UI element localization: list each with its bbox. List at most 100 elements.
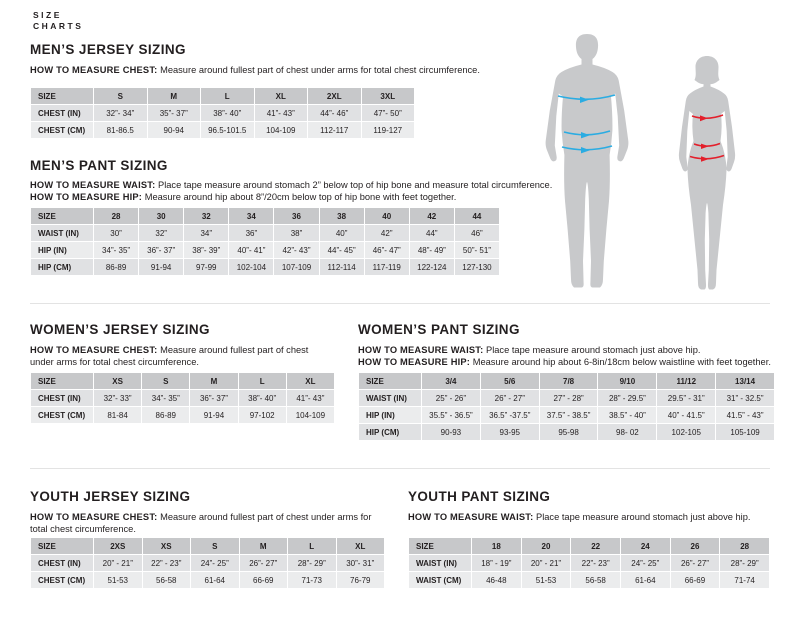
size-corner-header: SIZE [31,373,93,389]
value-cell: 29.5” - 31” [657,390,716,406]
instruction-label: HOW TO MEASURE CHEST: [30,345,158,355]
womens-pant-instruction-waist: HOW TO MEASURE WAIST: Place tape measure… [358,344,778,356]
value-cell: 18” - 19” [472,555,521,571]
instruction-label: HOW TO MEASURE CHEST: [30,65,158,75]
womens-jersey-table: SIZE XS S M L XL CHEST (IN) 32”- 33” 34”- 35” 36”… [30,372,335,424]
instruction-label: HOW TO MEASURE WAIST: [408,512,534,522]
instruction-text: Place tape measure around stomach 2” bel… [158,180,553,190]
female-waist-arrow [693,142,721,149]
size-column-header: S [94,88,147,104]
size-column-header: XL [254,88,307,104]
size-column-header: 24 [620,538,670,554]
youth-jersey-title: YOUTH JERSEY SIZING [30,489,191,504]
size-corner-header: SIZE [409,538,471,554]
header-row: SIZE 3/4 5/6 7/8 9/10 11/12 13/14 [359,373,774,389]
value-cell: 81-86.5 [94,122,147,138]
size-column-header: 9/10 [598,373,657,389]
size-column-header: L [201,88,254,104]
row-label: HIP (CM) [31,259,93,275]
value-cell: 35”- 37” [147,105,200,121]
size-column-header: 5/6 [480,373,539,389]
value-cell: 95-98 [539,424,598,440]
value-cell: 38.5” - 40” [598,407,657,423]
size-column-header: 11/12 [657,373,716,389]
instruction-text: Place tape measure around stomach just a… [536,512,751,522]
row-label: WAIST (CM) [409,572,471,588]
value-cell: 26”- 27” [239,555,287,571]
value-cell: 38”- 40” [201,105,254,121]
size-column-header: 2XS [94,538,142,554]
size-column-header: 7/8 [539,373,598,389]
value-cell: 44”- 45” [319,242,364,258]
value-cell: 22” - 23” [142,555,190,571]
mens-pant-title: MEN’S PANT SIZING [30,158,168,173]
value-cell: 27” - 28” [539,390,598,406]
value-cell: 98- 02 [598,424,657,440]
size-column-header: 28 [720,538,769,554]
value-cell: 40”- 41” [229,242,274,258]
row-label: CHEST (CM) [31,572,93,588]
value-cell: 76-79 [336,572,384,588]
size-column-header: 30 [139,208,184,224]
row-label: CHEST (CM) [31,407,93,423]
table-row: WAIST (IN) 18” - 19” 20” - 21” 22”- 23” 24”-… [409,555,769,571]
instruction-label: HOW TO MEASURE CHEST: [30,512,158,522]
size-column-header: 3XL [361,88,414,104]
size-column-header: 28 [94,208,139,224]
womens-jersey-title: WOMEN’S JERSEY SIZING [30,322,210,337]
value-cell: 46” [454,225,499,241]
size-column-header: XL [336,538,384,554]
value-cell: 61-64 [191,572,239,588]
value-cell: 38” [274,225,319,241]
mens-pant-instruction-hip: HOW TO MEASURE HIP: Measure around hip a… [30,191,770,203]
size-table: SIZE 3/4 5/6 7/8 9/10 11/12 13/14 WAIST (IN) 25”… [358,372,775,441]
instruction-text: Measure around fullest part of chest und… [30,345,309,367]
instruction-text: Place tape measure around stomach just a… [486,345,701,355]
value-cell: 48”- 49” [409,242,454,258]
row-label: CHEST (CM) [31,122,93,138]
value-cell: 42” [364,225,409,241]
value-cell: 51-53 [94,572,142,588]
value-cell: 97-102 [238,407,286,423]
instruction-text: Measure around hip about 8”/20cm below t… [144,192,457,202]
size-table: SIZE XS S M L XL CHEST (IN) 32”- 33” 34”- 35” 36”… [30,372,335,424]
value-cell: 34”- 35” [94,242,139,258]
womens-pant-instruction-hip: HOW TO MEASURE HIP: Measure around hip a… [358,356,778,368]
size-table: SIZE 18 20 22 24 26 28 WAIST (IN) 18” - 19” 20” -… [408,537,770,589]
row-label: WAIST (IN) [409,555,471,571]
value-cell: 51-53 [521,572,571,588]
size-column-header: 22 [571,538,620,554]
row-label: CHEST (IN) [31,105,93,121]
value-cell: 61-64 [620,572,670,588]
row-label: HIP (IN) [31,242,93,258]
mens-pant-table: SIZE 28 30 32 34 36 38 40 42 44 WAIST (IN) 30” 32” 34… [30,207,500,276]
value-cell: 28”- 29” [288,555,336,571]
size-column-header: M [239,538,287,554]
size-column-header: 36 [274,208,319,224]
value-cell: 30”- 31” [336,555,384,571]
size-column-header: 13/14 [716,373,774,389]
header-row: SIZE S M L XL 2XL 3XL [31,88,414,104]
size-column-header: 20 [521,538,571,554]
size-corner-header: SIZE [359,373,421,389]
value-cell: 26”- 27” [670,555,720,571]
table-row: HIP (CM) 86-89 91-94 97-99 102-104 107-109 112… [31,259,499,275]
instruction-text: Measure around hip about 6-8in/18cm belo… [472,357,771,367]
size-column-header: 44 [454,208,499,224]
table-row: CHEST (CM) 51-53 56-58 61-64 66-69 71-73 76-79 [31,572,384,588]
value-cell: 56-58 [571,572,620,588]
value-cell: 34” [184,225,229,241]
value-cell: 66-69 [670,572,720,588]
value-cell: 86-89 [142,407,190,423]
value-cell: 28” - 29.5” [598,390,657,406]
youth-jersey-instruction: HOW TO MEASURE CHEST: Measure around ful… [30,511,380,535]
value-cell: 24”- 25” [620,555,670,571]
size-column-header: XL [286,373,334,389]
mens-pant-instruction-waist: HOW TO MEASURE WAIST: Place tape measure… [30,179,770,191]
size-column-header: 26 [670,538,720,554]
value-cell: 91-94 [190,407,238,423]
size-column-header: XS [94,373,142,389]
value-cell: 32”- 34” [94,105,147,121]
value-cell: 20” - 21” [521,555,571,571]
